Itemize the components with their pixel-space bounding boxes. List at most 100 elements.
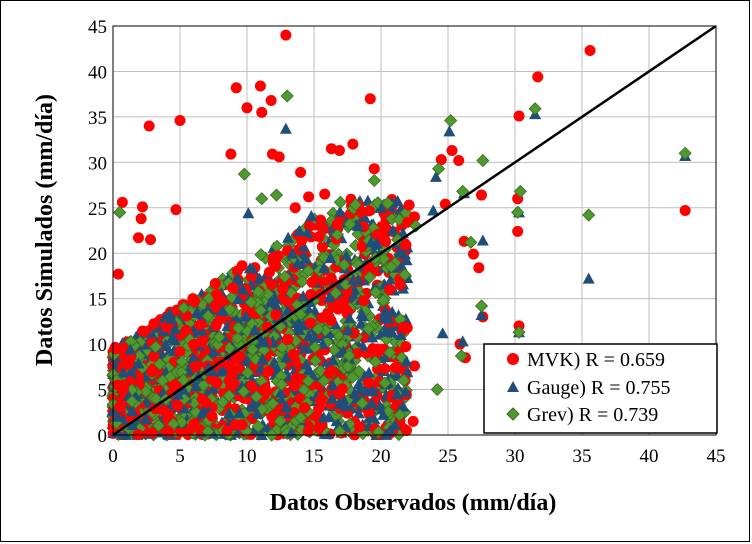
cloud-point bbox=[297, 290, 310, 302]
cloud-point bbox=[168, 322, 181, 334]
cloud-point bbox=[330, 227, 344, 242]
point-triangle-9 bbox=[475, 309, 488, 321]
cloud-point bbox=[274, 386, 287, 398]
cloud-point bbox=[149, 340, 163, 354]
cloud-point bbox=[313, 364, 328, 378]
cloud-point bbox=[280, 400, 293, 412]
cloud-point bbox=[278, 270, 292, 284]
cloud-point bbox=[236, 260, 248, 272]
point-diamond-6 bbox=[582, 208, 596, 222]
cloud-point bbox=[243, 262, 256, 274]
cloud-point bbox=[384, 424, 397, 436]
cloud-point bbox=[216, 304, 229, 316]
cloud-point bbox=[388, 419, 401, 431]
cloud-point bbox=[295, 274, 309, 289]
cloud-point bbox=[394, 329, 407, 341]
cloud-point bbox=[202, 362, 215, 374]
point-diamond-17 bbox=[397, 373, 411, 388]
point-circle-6 bbox=[265, 95, 277, 107]
cloud-point bbox=[270, 260, 282, 272]
point-circle-34 bbox=[512, 225, 524, 237]
point-diamond-1 bbox=[444, 113, 458, 128]
cloud-point bbox=[282, 231, 295, 243]
cloud-point bbox=[124, 376, 136, 388]
y-tick-15: 15 bbox=[88, 290, 107, 311]
x-tick-45: 45 bbox=[707, 446, 726, 467]
cloud-point bbox=[363, 205, 375, 217]
cloud-point bbox=[212, 330, 226, 344]
cloud-point bbox=[302, 363, 315, 375]
cloud-point bbox=[177, 402, 190, 414]
cloud-point bbox=[369, 285, 383, 299]
cloud-point bbox=[210, 320, 222, 332]
cloud-point bbox=[287, 348, 299, 360]
point-circle-39 bbox=[409, 211, 420, 223]
cloud-point bbox=[329, 286, 343, 300]
point-circle-20 bbox=[453, 155, 465, 167]
cloud-point bbox=[165, 332, 178, 344]
cloud-point bbox=[275, 341, 289, 355]
cloud-point bbox=[215, 365, 228, 377]
cloud-point bbox=[241, 366, 255, 380]
point-circle-0 bbox=[280, 29, 292, 41]
cloud-point bbox=[386, 224, 399, 236]
point-triangle-7 bbox=[582, 272, 595, 284]
point-triangle-16 bbox=[400, 355, 413, 367]
point-circle-14 bbox=[333, 145, 345, 157]
cloud-point bbox=[274, 392, 287, 404]
cloud-point bbox=[248, 424, 261, 436]
x-tick-25: 25 bbox=[439, 446, 458, 467]
cloud-point bbox=[326, 392, 339, 404]
cloud-point bbox=[190, 306, 203, 318]
cloud-point bbox=[125, 394, 139, 408]
cloud-point bbox=[376, 293, 390, 308]
cloud-point bbox=[200, 396, 212, 408]
cloud-point bbox=[274, 377, 289, 392]
point-triangle-15 bbox=[305, 209, 318, 221]
cloud-point bbox=[305, 288, 317, 300]
cloud-point bbox=[266, 396, 280, 411]
cloud-point bbox=[180, 324, 192, 336]
cloud-point bbox=[256, 353, 269, 365]
cloud-point bbox=[296, 235, 308, 247]
cloud-point bbox=[263, 365, 275, 377]
reference-line-1-1 bbox=[112, 24, 717, 437]
cloud-point bbox=[325, 314, 337, 326]
point-circle-18 bbox=[273, 151, 285, 163]
legend-gauge-label: Gauge) R = 0.755 bbox=[527, 377, 670, 399]
cloud-point bbox=[277, 283, 289, 295]
cloud-point bbox=[340, 249, 353, 261]
cloud-point bbox=[334, 388, 346, 400]
cloud-point bbox=[245, 271, 257, 283]
x-tick-30: 30 bbox=[506, 446, 525, 467]
point-circle-3 bbox=[230, 82, 242, 94]
cloud-point bbox=[293, 224, 306, 236]
point-triangle-19 bbox=[391, 388, 404, 400]
y-tick-25: 25 bbox=[88, 199, 107, 220]
point-circle-7 bbox=[241, 102, 253, 114]
cloud-point bbox=[367, 343, 379, 355]
cloud-point bbox=[301, 374, 315, 388]
point-triangle-8 bbox=[242, 207, 255, 219]
cloud-point bbox=[352, 377, 365, 389]
cloud-point bbox=[189, 380, 202, 392]
y-tick-0: 0 bbox=[98, 426, 108, 447]
cloud-point bbox=[288, 380, 300, 392]
cloud-point bbox=[126, 405, 139, 417]
point-circle-50 bbox=[467, 248, 479, 260]
cloud-point bbox=[245, 342, 260, 357]
cloud-point bbox=[259, 383, 271, 395]
point-diamond-10 bbox=[511, 205, 525, 219]
point-diamond-2 bbox=[528, 102, 542, 116]
cloud-point bbox=[333, 424, 347, 438]
x-tick-5: 5 bbox=[175, 446, 185, 467]
cloud-point bbox=[159, 338, 172, 350]
point-triangle-14 bbox=[427, 204, 440, 216]
cloud-point bbox=[318, 262, 331, 274]
point-diamond-8 bbox=[237, 167, 251, 181]
cloud-point bbox=[171, 388, 184, 400]
cloud-point bbox=[382, 312, 395, 324]
legend-grev-marker bbox=[506, 407, 520, 421]
point-diamond-12 bbox=[464, 235, 478, 249]
cloud-point bbox=[379, 363, 391, 375]
